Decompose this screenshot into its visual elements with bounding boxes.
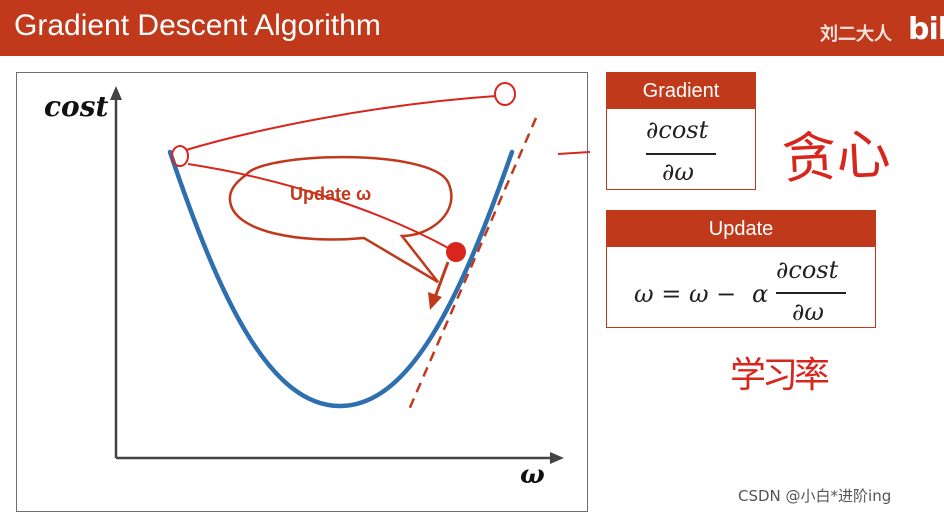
current-point (446, 242, 466, 262)
end-circle-annotation (494, 82, 516, 106)
hand-line-to-end (185, 95, 497, 151)
update-alpha: α (752, 280, 769, 308)
x-axis-arrow (550, 452, 564, 464)
update-box: Update (606, 210, 876, 328)
dash-mark-annotation (557, 151, 591, 155)
watermark: CSDN @小白*进阶ing (738, 487, 892, 505)
update-box-header: Update (607, 211, 875, 247)
callout-bubble (228, 155, 453, 284)
channel-name: 刘二大人 (820, 24, 892, 45)
start-circle-annotation (171, 145, 189, 167)
handwritten-greedy: 贪心 (780, 122, 892, 191)
update-lhs: ω = ω − (634, 280, 737, 308)
gradient-fraction-bar (646, 153, 716, 155)
update-denominator: ∂ω (792, 298, 824, 326)
hand-line-to-point (187, 163, 453, 251)
update-fraction-bar (776, 292, 846, 294)
gradient-box: Gradient (606, 72, 756, 190)
title-bar: Gradient Descent Algorithm 刘二大人 bili (0, 0, 944, 56)
slide-title: Gradient Descent Algorithm (14, 9, 381, 42)
update-numerator: ∂cost (776, 256, 839, 284)
gradient-numerator: ∂cost (646, 116, 709, 144)
gradient-denominator: ∂ω (662, 158, 694, 186)
descent-arrow-head (428, 292, 442, 310)
descent-arrow (432, 261, 450, 301)
callout-text: Update ω (290, 184, 372, 204)
gradient-box-header: Gradient (607, 73, 755, 109)
plot-frame (16, 72, 588, 512)
y-axis-label: cost (44, 90, 109, 123)
handwritten-learning-rate: 学习率 (730, 355, 830, 396)
bilibili-logo: bili (908, 12, 944, 47)
tangent-line (406, 117, 538, 413)
y-axis-arrow (110, 86, 122, 100)
x-axis-label: ω (520, 460, 545, 490)
cost-curve (167, 149, 515, 409)
